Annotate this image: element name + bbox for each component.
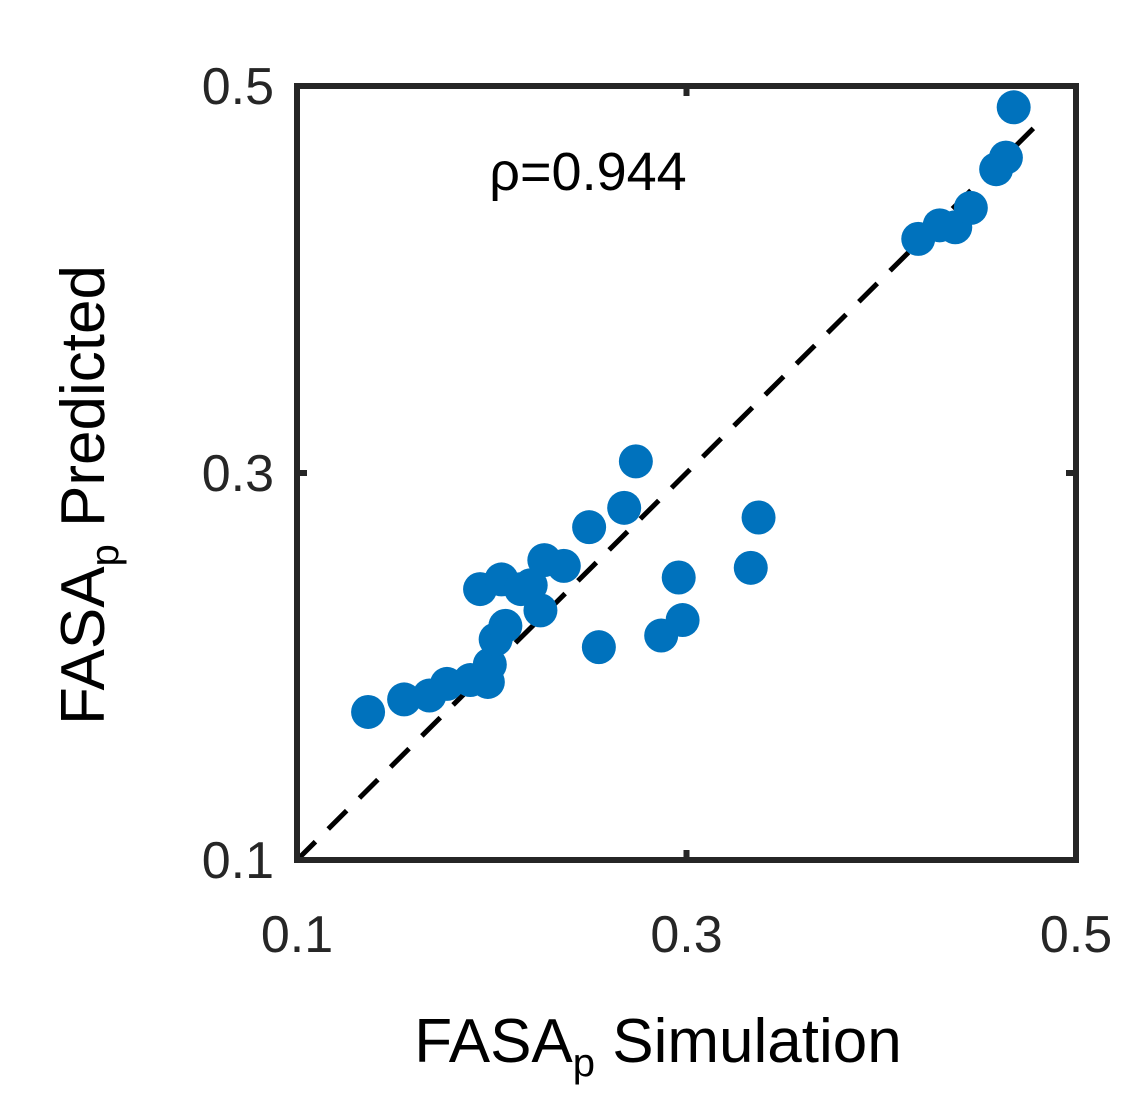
point bbox=[988, 140, 1023, 175]
point bbox=[387, 682, 422, 717]
x-axis-label: FASAp Simulation bbox=[414, 1007, 901, 1085]
y-axis-label: FASAp Predicted bbox=[49, 265, 127, 725]
point bbox=[953, 190, 988, 225]
y-tick-label: 0.5 bbox=[202, 58, 274, 116]
x-tick-label: 0.3 bbox=[650, 906, 722, 964]
point bbox=[513, 568, 548, 603]
point bbox=[733, 550, 768, 585]
x-label-rest: Simulation bbox=[595, 1007, 902, 1076]
x-tick-label: 0.5 bbox=[1040, 906, 1112, 964]
point bbox=[546, 548, 581, 583]
point bbox=[661, 560, 696, 595]
point bbox=[572, 510, 607, 545]
annotation: ρ=0.944 bbox=[489, 142, 686, 202]
point bbox=[607, 490, 642, 525]
x-label-sub: p bbox=[573, 1041, 595, 1085]
y-tick-label: 0.1 bbox=[202, 832, 274, 890]
x-tick-label: 0.1 bbox=[261, 906, 333, 964]
point bbox=[488, 608, 523, 643]
point bbox=[996, 90, 1031, 125]
y-label-rest: Predicted bbox=[49, 265, 118, 544]
y-tick-label: 0.3 bbox=[202, 445, 274, 503]
x-label-main: FASA bbox=[414, 1007, 573, 1076]
point bbox=[741, 500, 776, 535]
y-label-sub: p bbox=[83, 544, 127, 566]
point bbox=[665, 603, 700, 638]
point bbox=[351, 694, 386, 729]
point bbox=[581, 630, 616, 665]
point bbox=[618, 444, 653, 479]
y-label-main: FASA bbox=[49, 566, 118, 725]
